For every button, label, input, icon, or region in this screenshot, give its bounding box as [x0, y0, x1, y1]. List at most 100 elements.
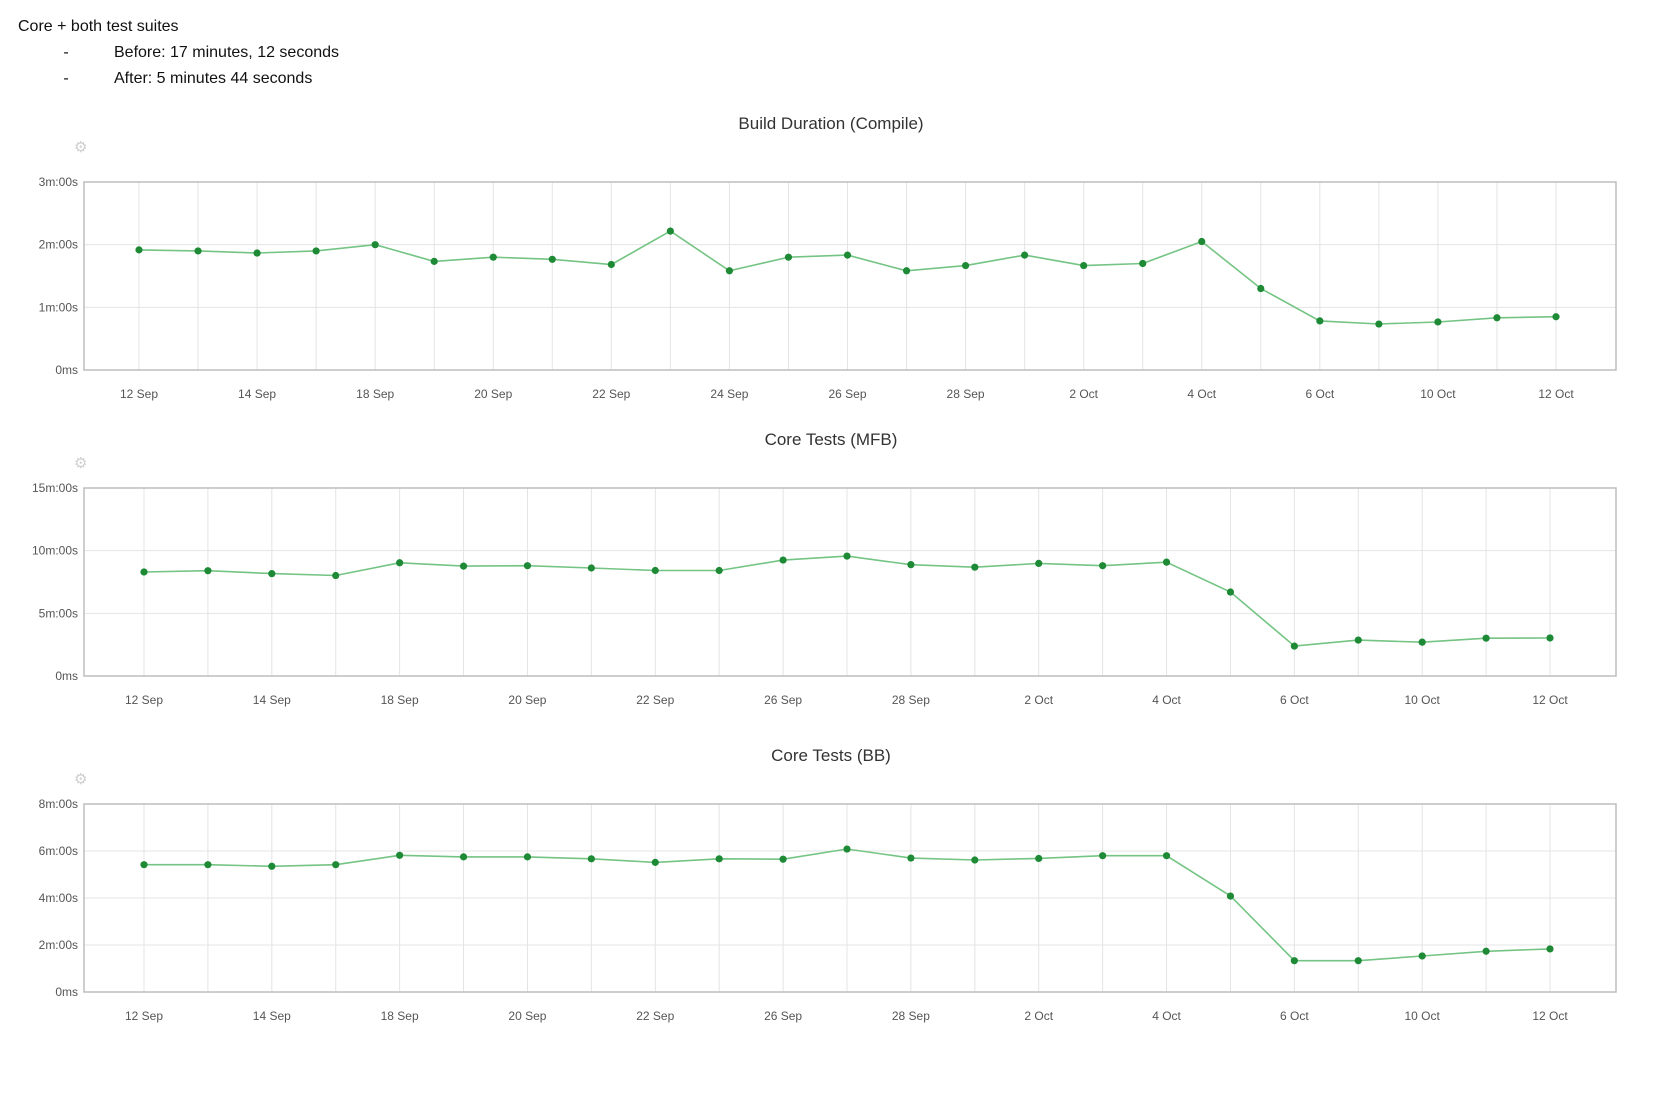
data-point[interactable] — [1546, 945, 1554, 953]
data-point[interactable] — [587, 855, 595, 863]
data-point[interactable] — [459, 562, 468, 570]
y-tick-label: 2m:00s — [39, 238, 78, 252]
data-point[interactable] — [523, 562, 532, 570]
data-point[interactable] — [961, 261, 970, 270]
data-point[interactable] — [1198, 237, 1206, 246]
data-point[interactable] — [1226, 892, 1235, 900]
data-point[interactable] — [1099, 852, 1107, 860]
data-point[interactable] — [1162, 558, 1171, 566]
data-point[interactable] — [1226, 588, 1235, 596]
data-point[interactable] — [548, 255, 556, 263]
x-tick-label: 6 Oct — [1280, 1009, 1309, 1023]
data-point[interactable] — [651, 858, 659, 866]
data-point[interactable] — [907, 561, 915, 569]
data-point[interactable] — [1290, 642, 1298, 650]
gear-icon[interactable]: ⚙ — [74, 454, 88, 472]
data-point[interactable] — [1035, 854, 1043, 863]
y-tick-label: 5m:00s — [39, 606, 78, 620]
data-point[interactable] — [253, 249, 261, 257]
notes: Core + both test suites - Before: 17 min… — [18, 14, 339, 92]
y-tick-label: 1m:00s — [39, 300, 78, 314]
data-point[interactable] — [971, 856, 979, 864]
data-point[interactable] — [1162, 852, 1171, 860]
core-tests-bb-chart: Core Tests (BB) ⚙ 0ms 2m:00s 4m:00s 6m:00s 8… — [0, 742, 1662, 1042]
data-point[interactable] — [396, 851, 404, 859]
data-point[interactable] — [523, 853, 532, 861]
data-point[interactable] — [1375, 320, 1383, 328]
data-point[interactable] — [725, 267, 734, 275]
x-tick-label: 26 Sep — [828, 387, 866, 401]
x-tick-label: 4 Oct — [1187, 387, 1216, 401]
data-point[interactable] — [1482, 947, 1490, 955]
data-point[interactable] — [1257, 284, 1265, 293]
data-point[interactable] — [140, 568, 148, 576]
x-tick-label: 28 Sep — [892, 1009, 930, 1023]
y-tick-label: 10m:00s — [32, 544, 78, 558]
data-point[interactable] — [332, 571, 340, 580]
data-point[interactable] — [1493, 314, 1501, 322]
x-tick-label: 18 Sep — [381, 1009, 419, 1023]
data-point[interactable] — [907, 854, 915, 862]
data-point[interactable] — [715, 566, 723, 575]
chart-title: Core Tests (BB) — [771, 746, 891, 765]
data-point[interactable] — [489, 253, 497, 261]
data-point[interactable] — [1139, 259, 1147, 268]
data-point[interactable] — [971, 563, 979, 571]
data-point[interactable] — [204, 861, 212, 869]
core-tests-mfb-chart: Core Tests (MFB) ⚙ 0ms 5m:00s 10m:00s 15m:0… — [0, 426, 1662, 726]
data-point[interactable] — [1080, 261, 1088, 270]
data-point[interactable] — [843, 845, 851, 853]
x-tick-label: 12 Oct — [1532, 1009, 1568, 1023]
data-point[interactable] — [396, 559, 404, 567]
data-point[interactable] — [1418, 952, 1426, 960]
data-point[interactable] — [1316, 317, 1324, 325]
data-point[interactable] — [587, 564, 595, 572]
data-point[interactable] — [194, 247, 202, 255]
data-point[interactable] — [1418, 638, 1426, 646]
notes-bullet: - After: 5 minutes 44 seconds — [18, 66, 339, 92]
data-point[interactable] — [1099, 562, 1107, 570]
data-point[interactable] — [1354, 636, 1362, 644]
data-point[interactable] — [843, 251, 852, 259]
data-point[interactable] — [902, 267, 911, 275]
data-point[interactable] — [1546, 634, 1554, 642]
x-tick-label: 28 Sep — [947, 387, 985, 401]
x-tick-label: 28 Sep — [892, 693, 930, 707]
x-tick-label: 24 Sep — [710, 387, 748, 401]
data-point[interactable] — [332, 861, 340, 869]
data-point[interactable] — [135, 246, 143, 254]
data-point[interactable] — [779, 855, 787, 863]
x-tick-label: 22 Sep — [636, 1009, 674, 1023]
gear-icon[interactable]: ⚙ — [74, 138, 88, 156]
data-point[interactable] — [1021, 251, 1029, 259]
data-point[interactable] — [1552, 313, 1560, 321]
data-point[interactable] — [666, 227, 674, 235]
data-point[interactable] — [459, 853, 468, 861]
data-point[interactable] — [1434, 318, 1442, 326]
data-point[interactable] — [1290, 957, 1298, 965]
data-point[interactable] — [268, 570, 276, 578]
chart-plot: 0ms 1m:00s 2m:00s 3m:00s 12 Sep 14 Sep 18 Sep 2… — [39, 175, 1617, 401]
data-point[interactable] — [779, 556, 787, 564]
y-tick-label: 2m:00s — [39, 938, 78, 952]
data-point[interactable] — [268, 862, 276, 870]
gear-icon[interactable]: ⚙ — [74, 770, 88, 788]
x-tick-label: 2 Oct — [1069, 387, 1098, 401]
data-point[interactable] — [843, 552, 851, 560]
data-point[interactable] — [312, 247, 320, 255]
data-point[interactable] — [140, 861, 148, 869]
after-duration-text: After: 5 minutes 44 seconds — [114, 70, 313, 87]
data-point[interactable] — [430, 257, 438, 265]
data-point[interactable] — [651, 566, 659, 575]
data-point[interactable] — [1354, 957, 1362, 965]
data-point[interactable] — [784, 253, 793, 261]
data-point[interactable] — [1482, 634, 1490, 642]
data-point[interactable] — [715, 855, 723, 863]
chart-plot: 0ms 2m:00s 4m:00s 6m:00s 8m:00s 12 Sep 14 Sep 1… — [39, 797, 1617, 1023]
x-tick-label: 18 Sep — [356, 387, 394, 401]
data-point[interactable] — [1035, 559, 1043, 568]
x-tick-label: 10 Oct — [1405, 693, 1441, 707]
data-point[interactable] — [607, 260, 615, 269]
data-point[interactable] — [371, 241, 379, 249]
data-point[interactable] — [204, 567, 212, 575]
